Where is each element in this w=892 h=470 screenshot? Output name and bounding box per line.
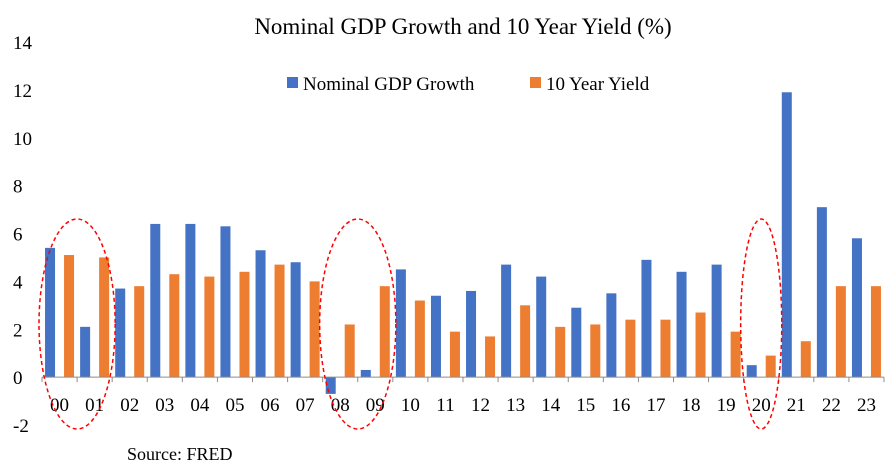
x-tick-label: 11	[436, 395, 454, 416]
x-tick-label: 20	[752, 395, 771, 416]
bar-gdp-growth	[466, 290, 477, 378]
x-tick-label: 10	[401, 395, 420, 416]
x-tick-label: 02	[120, 395, 139, 416]
x-tick-label: 15	[576, 395, 595, 416]
bar-gdp-growth	[220, 226, 231, 378]
bar-gdp-growth	[290, 262, 301, 378]
x-tick-label: 09	[366, 395, 385, 416]
bar-10y-yield	[204, 276, 215, 378]
x-tick-label: 03	[155, 395, 174, 416]
highlight-ellipse	[318, 218, 397, 430]
y-tick-label: 8	[13, 177, 23, 198]
y-tick-label: 4	[13, 272, 23, 293]
bar-10y-yield	[274, 264, 285, 378]
bar-10y-yield	[765, 355, 776, 378]
y-tick-label: 10	[13, 129, 32, 150]
x-tick-label: 21	[787, 395, 806, 416]
y-tick-label: 14	[13, 33, 33, 54]
y-tick-label: 6	[13, 225, 23, 246]
bar-10y-yield	[870, 286, 881, 378]
bar-gdp-growth	[501, 264, 512, 378]
bar-gdp-growth	[851, 238, 862, 378]
y-tick-label: 0	[13, 368, 23, 389]
bar-gdp-growth	[395, 269, 406, 378]
x-tick-label: 18	[682, 395, 701, 416]
bar-10y-yield	[835, 286, 846, 378]
bar-gdp-growth	[536, 276, 547, 378]
x-tick-label: 19	[717, 395, 736, 416]
bar-10y-yield	[379, 286, 390, 378]
legend: Nominal GDP Growth 10 Year Yield	[287, 74, 650, 95]
bar-gdp-growth	[80, 326, 91, 378]
x-tick-label: 00	[50, 395, 69, 416]
bar-gdp-growth	[781, 92, 792, 378]
bar-gdp-growth	[115, 288, 126, 378]
bar-gdp-growth	[255, 250, 266, 378]
bar-10y-yield	[169, 274, 180, 378]
bar-10y-yield	[64, 255, 75, 378]
legend-swatch-gdp	[287, 77, 298, 88]
bar-gdp-growth	[676, 271, 687, 378]
x-tick-label: 17	[646, 395, 665, 416]
bar-gdp-growth	[746, 365, 757, 378]
x-tick-label: 16	[611, 395, 630, 416]
bar-gdp-growth	[150, 223, 161, 378]
legend-label-gdp: Nominal GDP Growth	[303, 74, 475, 95]
bars	[45, 92, 881, 394]
bar-10y-yield	[660, 319, 671, 378]
bar-10y-yield	[555, 326, 566, 378]
bar-10y-yield	[414, 300, 425, 378]
x-tick-label: 12	[471, 395, 490, 416]
bar-gdp-growth	[641, 259, 652, 378]
bar-10y-yield	[99, 257, 110, 378]
annotations	[38, 218, 783, 430]
bar-gdp-growth	[606, 293, 617, 378]
bar-10y-yield	[134, 286, 145, 378]
bar-10y-yield	[520, 305, 531, 378]
bar-gdp-growth	[325, 377, 336, 394]
highlight-ellipse	[739, 218, 783, 430]
legend-swatch-yield	[530, 77, 541, 88]
bar-gdp-growth	[185, 223, 196, 378]
highlight-ellipse	[38, 218, 116, 430]
x-tick-label: 13	[506, 395, 525, 416]
x-tick-label: 06	[261, 395, 280, 416]
x-tick-label: 07	[296, 395, 315, 416]
bar-10y-yield	[730, 331, 741, 378]
bar-gdp-growth	[571, 307, 582, 378]
bar-10y-yield	[239, 271, 250, 378]
bar-gdp-growth	[430, 295, 441, 378]
bar-gdp-growth	[45, 247, 56, 378]
x-tick-label: 01	[85, 395, 104, 416]
x-tick-label: 05	[225, 395, 244, 416]
bar-gdp-growth	[360, 369, 371, 378]
legend-label-yield: 10 Year Yield	[546, 74, 650, 95]
bar-10y-yield	[625, 319, 636, 378]
x-tick-label: 04	[190, 395, 210, 416]
bar-gdp-growth	[711, 264, 722, 378]
bar-10y-yield	[309, 281, 320, 378]
x-tick-label: 22	[822, 395, 841, 416]
bar-10y-yield	[344, 324, 355, 378]
source-note: Source: FRED	[127, 444, 233, 464]
bar-10y-yield	[800, 341, 811, 378]
y-tick-label: -2	[13, 416, 29, 437]
bar-10y-yield	[590, 324, 601, 378]
x-axis: 00 01 02 03 04 05 06 07 08 09 10 11 12 13 14 15 16 17 18 19…	[41, 376, 885, 416]
x-tick-label: 14	[541, 395, 561, 416]
bar-gdp-growth	[816, 207, 827, 378]
x-tick-label: 23	[857, 395, 876, 416]
y-tick-label: 2	[13, 320, 23, 341]
y-tick-label: 12	[13, 81, 32, 102]
chart-title: Nominal GDP Growth and 10 Year Yield (%)	[254, 14, 671, 39]
y-axis: -2 0 2 4 6 8 10 12 14	[13, 33, 33, 437]
bar-10y-yield	[695, 312, 706, 378]
x-tick-label: 08	[331, 395, 350, 416]
bar-10y-yield	[485, 336, 496, 378]
bar-10y-yield	[449, 331, 460, 378]
